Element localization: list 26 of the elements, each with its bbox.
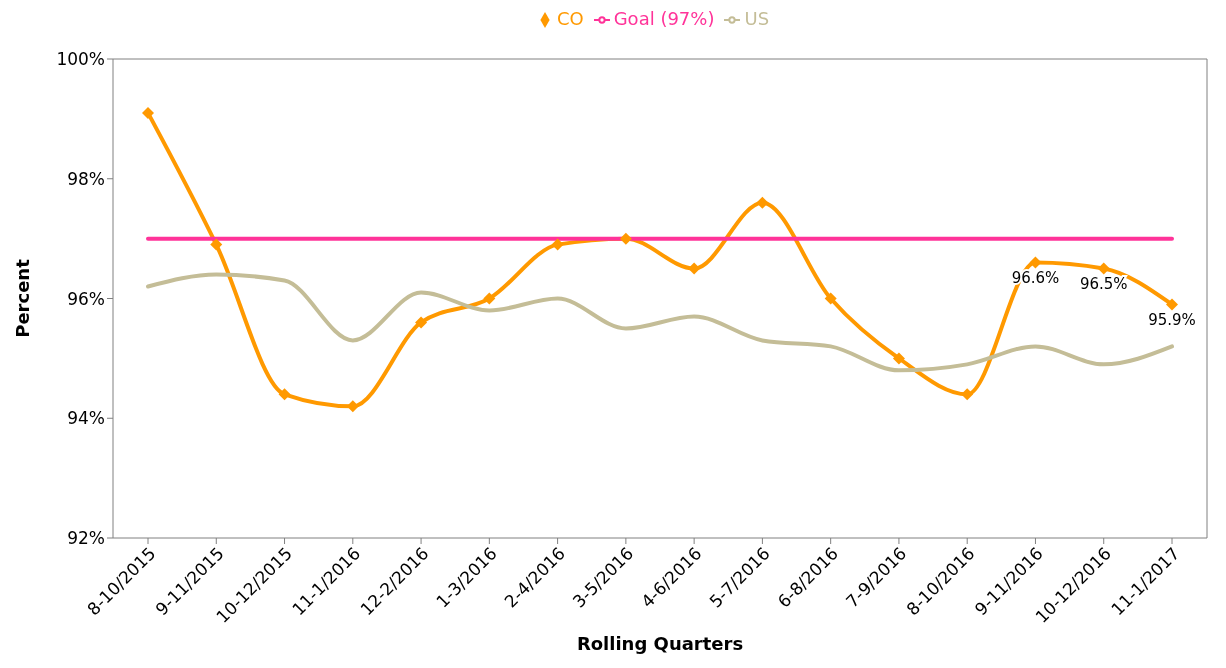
point — [619, 232, 632, 245]
y-tick-label: 92% — [67, 528, 105, 549]
point — [210, 238, 223, 251]
point — [551, 238, 564, 251]
legend-label: Goal (97%) — [613, 8, 715, 29]
point — [142, 106, 154, 119]
point — [483, 292, 496, 305]
point — [1097, 262, 1110, 275]
point — [688, 262, 701, 275]
y-tick-label: 94% — [67, 408, 105, 429]
data-label: 95.9% — [1148, 311, 1196, 330]
y-tick-label: 96% — [67, 288, 105, 309]
y-tick-label: 100% — [56, 49, 105, 70]
point — [1166, 298, 1178, 311]
y-axis-title: Percent — [12, 258, 34, 338]
point — [278, 388, 291, 401]
point — [961, 388, 974, 401]
legend-label: US — [744, 8, 770, 29]
x-axis-title: Rolling Quarters — [576, 633, 744, 654]
point — [756, 196, 769, 209]
point — [824, 292, 837, 305]
point — [892, 352, 905, 365]
data-label: 96.5% — [1079, 275, 1128, 294]
y-tick-label: 98% — [67, 168, 105, 189]
point — [415, 316, 428, 329]
legend-label: CO — [556, 8, 584, 29]
